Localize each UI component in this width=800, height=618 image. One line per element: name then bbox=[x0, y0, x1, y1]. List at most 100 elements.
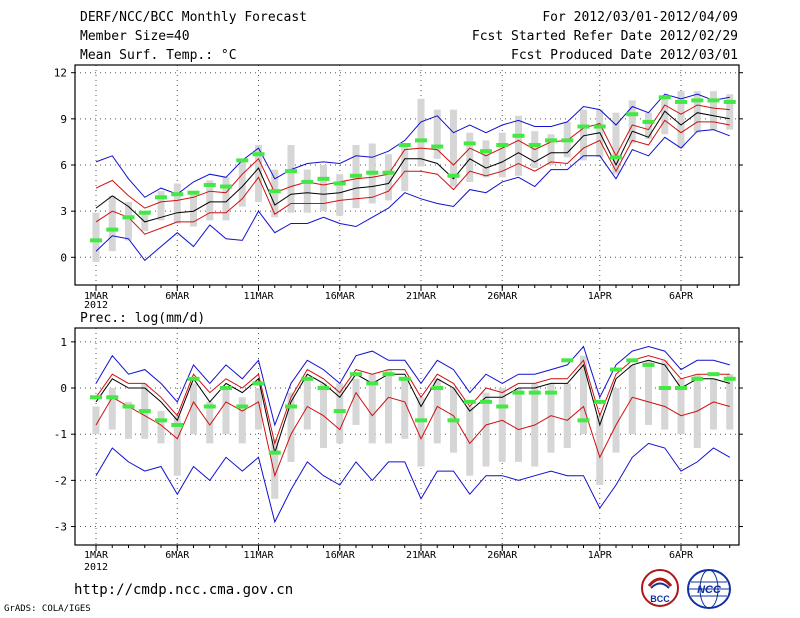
spread-box bbox=[287, 145, 295, 213]
observed-marker bbox=[545, 390, 557, 395]
spread-box bbox=[385, 369, 392, 444]
chart-title: DERF/NCC/BCC Monthly Forecast bbox=[80, 10, 307, 25]
spread-box bbox=[401, 145, 409, 192]
observed-marker bbox=[203, 404, 216, 409]
spread-box bbox=[466, 406, 474, 476]
observed-marker bbox=[268, 189, 281, 194]
observed-marker bbox=[545, 138, 557, 143]
observed-marker bbox=[171, 422, 184, 427]
observed-marker bbox=[447, 173, 460, 178]
spread-box bbox=[206, 180, 214, 221]
observed-marker bbox=[512, 133, 525, 138]
x-tick-label: 11MAR bbox=[243, 550, 274, 561]
spread-box bbox=[92, 212, 100, 262]
observed-marker bbox=[626, 112, 639, 117]
spread-box bbox=[710, 378, 717, 430]
produced-date: Fcst Produced Date 2012/03/01 bbox=[511, 48, 738, 63]
observed-marker bbox=[106, 227, 119, 232]
observed-marker bbox=[171, 192, 184, 197]
series-line-min bbox=[95, 442, 731, 524]
x-tick-label: 1APR bbox=[588, 291, 613, 302]
observed-marker bbox=[610, 367, 622, 372]
spread-box bbox=[417, 397, 425, 467]
x-tick-label: 26MAR bbox=[487, 550, 518, 561]
y-tick-label: 12 bbox=[54, 67, 67, 80]
series-line-median bbox=[95, 110, 730, 223]
observed-marker bbox=[301, 179, 314, 184]
observed-marker bbox=[317, 386, 330, 391]
observed-marker bbox=[398, 143, 411, 147]
observed-marker bbox=[398, 376, 411, 381]
observed-marker bbox=[577, 418, 590, 423]
observed-marker bbox=[155, 418, 167, 423]
observed-marker bbox=[366, 381, 379, 386]
observed-marker bbox=[90, 395, 102, 400]
series-line-lower bbox=[95, 119, 730, 235]
spread-box bbox=[645, 360, 652, 425]
x-tick-label: 16MAR bbox=[325, 291, 356, 302]
x-tick-label: 21MAR bbox=[406, 291, 437, 302]
spread-box bbox=[515, 388, 522, 462]
spread-box bbox=[125, 401, 132, 439]
observed-marker bbox=[496, 404, 509, 409]
observed-marker bbox=[675, 386, 687, 391]
observed-marker bbox=[382, 170, 395, 175]
spread-box bbox=[580, 109, 587, 161]
spread-box bbox=[190, 191, 197, 227]
spread-box bbox=[450, 109, 457, 187]
spread-box bbox=[726, 94, 734, 130]
observed-marker bbox=[691, 376, 704, 381]
observed-marker bbox=[155, 195, 167, 200]
observed-marker bbox=[138, 210, 151, 215]
spread-box bbox=[336, 383, 344, 444]
observed-marker bbox=[723, 376, 736, 381]
x-tick-label: 6APR bbox=[669, 550, 694, 561]
observed-marker bbox=[561, 358, 574, 363]
observed-marker bbox=[382, 372, 395, 377]
series-line-upper bbox=[95, 104, 730, 209]
series-line-max bbox=[95, 345, 730, 427]
observed-marker bbox=[236, 158, 249, 163]
observed-marker bbox=[593, 124, 606, 129]
observed-marker bbox=[480, 149, 492, 154]
observed-marker bbox=[691, 98, 704, 103]
spread-box bbox=[255, 145, 262, 202]
spread-box bbox=[645, 112, 652, 139]
ncc-logo: NCC bbox=[687, 569, 731, 609]
ncc-logo-text: NCC bbox=[697, 584, 722, 596]
footer-url[interactable]: http://cmdp.ncc.cma.gov.cn bbox=[74, 582, 294, 598]
member-size: Member Size=40 bbox=[80, 29, 190, 44]
observed-marker bbox=[463, 399, 476, 404]
observed-marker bbox=[90, 238, 102, 243]
observed-marker bbox=[723, 99, 736, 104]
spread-box bbox=[433, 109, 441, 159]
series-line-upper bbox=[95, 355, 730, 446]
observed-marker bbox=[333, 181, 346, 186]
observed-marker bbox=[220, 386, 232, 391]
observed-marker bbox=[593, 399, 606, 404]
spread-box bbox=[368, 374, 376, 444]
observed-marker bbox=[333, 409, 346, 414]
spread-box bbox=[108, 195, 116, 252]
spread-box bbox=[482, 140, 490, 178]
spread-box bbox=[238, 397, 246, 444]
spread-box bbox=[547, 383, 555, 453]
spread-box bbox=[612, 388, 620, 453]
y-tick-label: 0 bbox=[60, 382, 67, 395]
spread-box bbox=[401, 378, 409, 439]
observed-marker bbox=[317, 176, 330, 181]
observed-marker bbox=[252, 381, 265, 386]
observed-marker bbox=[106, 395, 119, 400]
plot-frame bbox=[74, 64, 740, 286]
spread-box bbox=[677, 378, 685, 435]
observed-marker bbox=[480, 399, 492, 404]
spread-box bbox=[433, 378, 441, 444]
spread-box bbox=[287, 392, 295, 462]
observed-marker bbox=[285, 404, 297, 409]
spread-box bbox=[661, 360, 669, 430]
spread-box bbox=[580, 355, 587, 435]
spread-box bbox=[157, 191, 165, 221]
observed-marker bbox=[707, 98, 720, 103]
series-line-min bbox=[95, 129, 730, 262]
